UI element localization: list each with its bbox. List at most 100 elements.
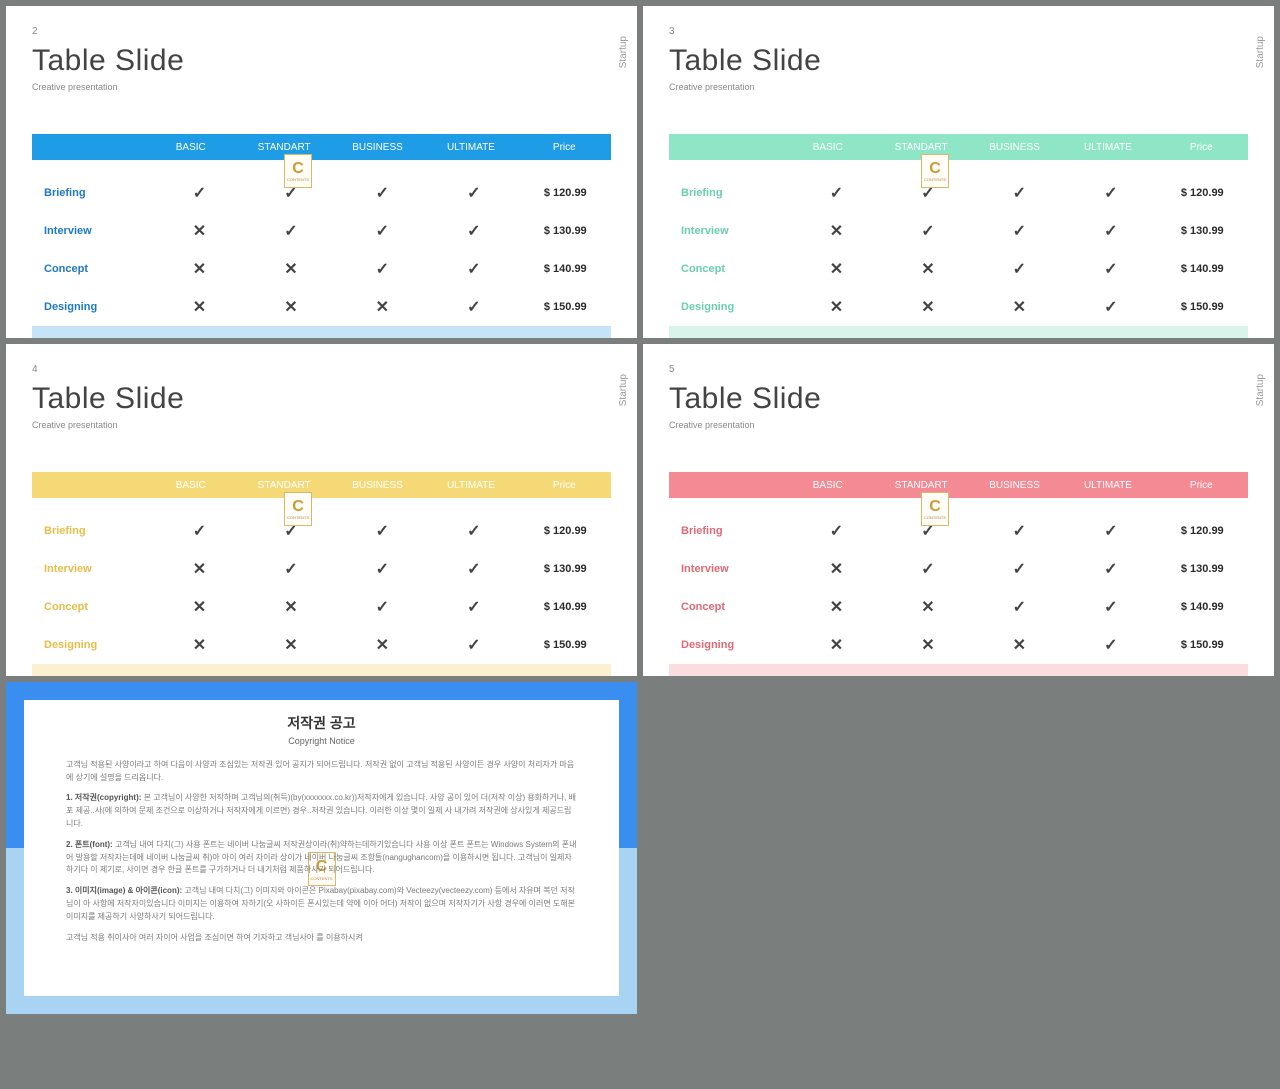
check-icon: ✓ <box>1065 597 1156 617</box>
check-icon: ✓ <box>337 521 428 541</box>
cross-icon: ✕ <box>245 635 336 655</box>
col-ultimate: ULTIMATE <box>424 480 517 491</box>
cross-icon: ✕ <box>154 221 245 241</box>
col-price: Price <box>1155 480 1248 491</box>
pricing-table: BASIC STANDART BUSINESS ULTIMATE Price B… <box>669 134 1248 326</box>
check-icon: ✓ <box>428 183 519 203</box>
check-icon: ✓ <box>428 597 519 617</box>
row-label: Briefing <box>32 525 154 537</box>
check-icon: ✓ <box>1065 221 1156 241</box>
price-value: $ 140.99 <box>520 601 611 613</box>
cross-icon: ✕ <box>974 297 1065 317</box>
col-business: BUSINESS <box>331 480 424 491</box>
title-block: Table Slide Creative presentation <box>32 44 184 92</box>
slide-number: 3 <box>669 26 675 37</box>
pricing-table: BASIC STANDART BUSINESS ULTIMATE Price B… <box>32 134 611 326</box>
check-icon: ✓ <box>154 183 245 203</box>
check-icon: ✓ <box>791 183 882 203</box>
row-label: Designing <box>32 301 154 313</box>
cross-icon: ✕ <box>154 559 245 579</box>
table-row: Concept ✕ ✕ ✓ ✓ $ 140.99 <box>32 250 611 288</box>
cross-icon: ✕ <box>245 297 336 317</box>
check-icon: ✓ <box>1065 297 1156 317</box>
cross-icon: ✕ <box>791 635 882 655</box>
slide-4: 4 Startup Table Slide Creative presentat… <box>6 344 637 676</box>
title-block: Table Slide Creative presentation <box>32 382 184 430</box>
row-label: Designing <box>669 301 791 313</box>
col-standart: STANDART <box>237 480 330 491</box>
col-price: Price <box>1155 142 1248 153</box>
table-row: Concept ✕ ✕ ✓ ✓ $ 140.99 <box>669 588 1248 626</box>
watermark-badge: C CONTENTS <box>284 492 312 526</box>
row-label: Briefing <box>669 525 791 537</box>
price-value: $ 140.99 <box>1157 263 1248 275</box>
row-label: Interview <box>669 563 791 575</box>
row-label: Designing <box>32 639 154 651</box>
side-label: Startup <box>1255 374 1266 406</box>
price-value: $ 120.99 <box>520 525 611 537</box>
price-value: $ 140.99 <box>1157 601 1248 613</box>
col-business: BUSINESS <box>331 142 424 153</box>
table-row: Designing ✕ ✕ ✕ ✓ $ 150.99 <box>32 626 611 664</box>
check-icon: ✓ <box>1065 635 1156 655</box>
price-value: $ 130.99 <box>1157 225 1248 237</box>
cross-icon: ✕ <box>791 221 882 241</box>
copyright-slide: C CONTENTS 저작권 공고 Copyright Notice 고객님 적… <box>6 682 637 1014</box>
table-row: Briefing ✓ ✓ ✓ ✓ $ 120.99 <box>669 512 1248 550</box>
check-icon: ✓ <box>337 597 428 617</box>
check-icon: ✓ <box>974 559 1065 579</box>
row-label: Interview <box>669 225 791 237</box>
cross-icon: ✕ <box>154 297 245 317</box>
price-value: $ 150.99 <box>1157 639 1248 651</box>
cross-icon: ✕ <box>882 597 973 617</box>
table-body: Briefing ✓ ✓ ✓ ✓ $ 120.99 Interview ✕ ✓ … <box>669 512 1248 664</box>
empty-cell <box>643 682 1274 1014</box>
col-ultimate: ULTIMATE <box>1061 480 1154 491</box>
table-header-row: BASIC STANDART BUSINESS ULTIMATE Price <box>669 472 1248 498</box>
slide-grid: 2 Startup Table Slide Creative presentat… <box>6 6 1274 1014</box>
col-basic: BASIC <box>781 142 874 153</box>
slide-title: Table Slide <box>669 382 821 416</box>
price-value: $ 150.99 <box>520 301 611 313</box>
col-basic: BASIC <box>781 480 874 491</box>
col-ultimate: ULTIMATE <box>424 142 517 153</box>
col-standart: STANDART <box>237 142 330 153</box>
col-price: Price <box>518 480 611 491</box>
check-icon: ✓ <box>337 221 428 241</box>
check-icon: ✓ <box>974 521 1065 541</box>
check-icon: ✓ <box>428 221 519 241</box>
slide-2: 2 Startup Table Slide Creative presentat… <box>6 6 637 338</box>
slide-subtitle: Creative presentation <box>669 420 821 430</box>
col-business: BUSINESS <box>968 480 1061 491</box>
copyright-intro: 고객님 적용된 사양이라고 하여 다음이 사양과 조심있는 저작권 있어 공지가… <box>66 759 577 785</box>
bottom-bar <box>32 326 611 338</box>
check-icon: ✓ <box>974 597 1065 617</box>
pricing-table: BASIC STANDART BUSINESS ULTIMATE Price B… <box>669 472 1248 664</box>
check-icon: ✓ <box>337 559 428 579</box>
side-label: Startup <box>618 374 629 406</box>
check-icon: ✓ <box>791 521 882 541</box>
table-header-row: BASIC STANDART BUSINESS ULTIMATE Price <box>669 134 1248 160</box>
slide-title: Table Slide <box>32 382 184 416</box>
table-row: Designing ✕ ✕ ✕ ✓ $ 150.99 <box>32 288 611 326</box>
check-icon: ✓ <box>974 221 1065 241</box>
row-label: Designing <box>669 639 791 651</box>
title-block: Table Slide Creative presentation <box>669 44 821 92</box>
table-row: Designing ✕ ✕ ✕ ✓ $ 150.99 <box>669 288 1248 326</box>
cross-icon: ✕ <box>791 597 882 617</box>
check-icon: ✓ <box>428 521 519 541</box>
table-row: Briefing ✓ ✓ ✓ ✓ $ 120.99 <box>32 512 611 550</box>
bottom-bar <box>32 664 611 676</box>
slide-5: 5 Startup Table Slide Creative presentat… <box>643 344 1274 676</box>
check-icon: ✓ <box>882 221 973 241</box>
slide-3: 3 Startup Table Slide Creative presentat… <box>643 6 1274 338</box>
check-icon: ✓ <box>428 559 519 579</box>
bottom-bar <box>669 326 1248 338</box>
check-icon: ✓ <box>428 297 519 317</box>
col-ultimate: ULTIMATE <box>1061 142 1154 153</box>
price-value: $ 130.99 <box>520 563 611 575</box>
slide-subtitle: Creative presentation <box>32 82 184 92</box>
col-price: Price <box>518 142 611 153</box>
price-value: $ 150.99 <box>1157 301 1248 313</box>
check-icon: ✓ <box>1065 183 1156 203</box>
